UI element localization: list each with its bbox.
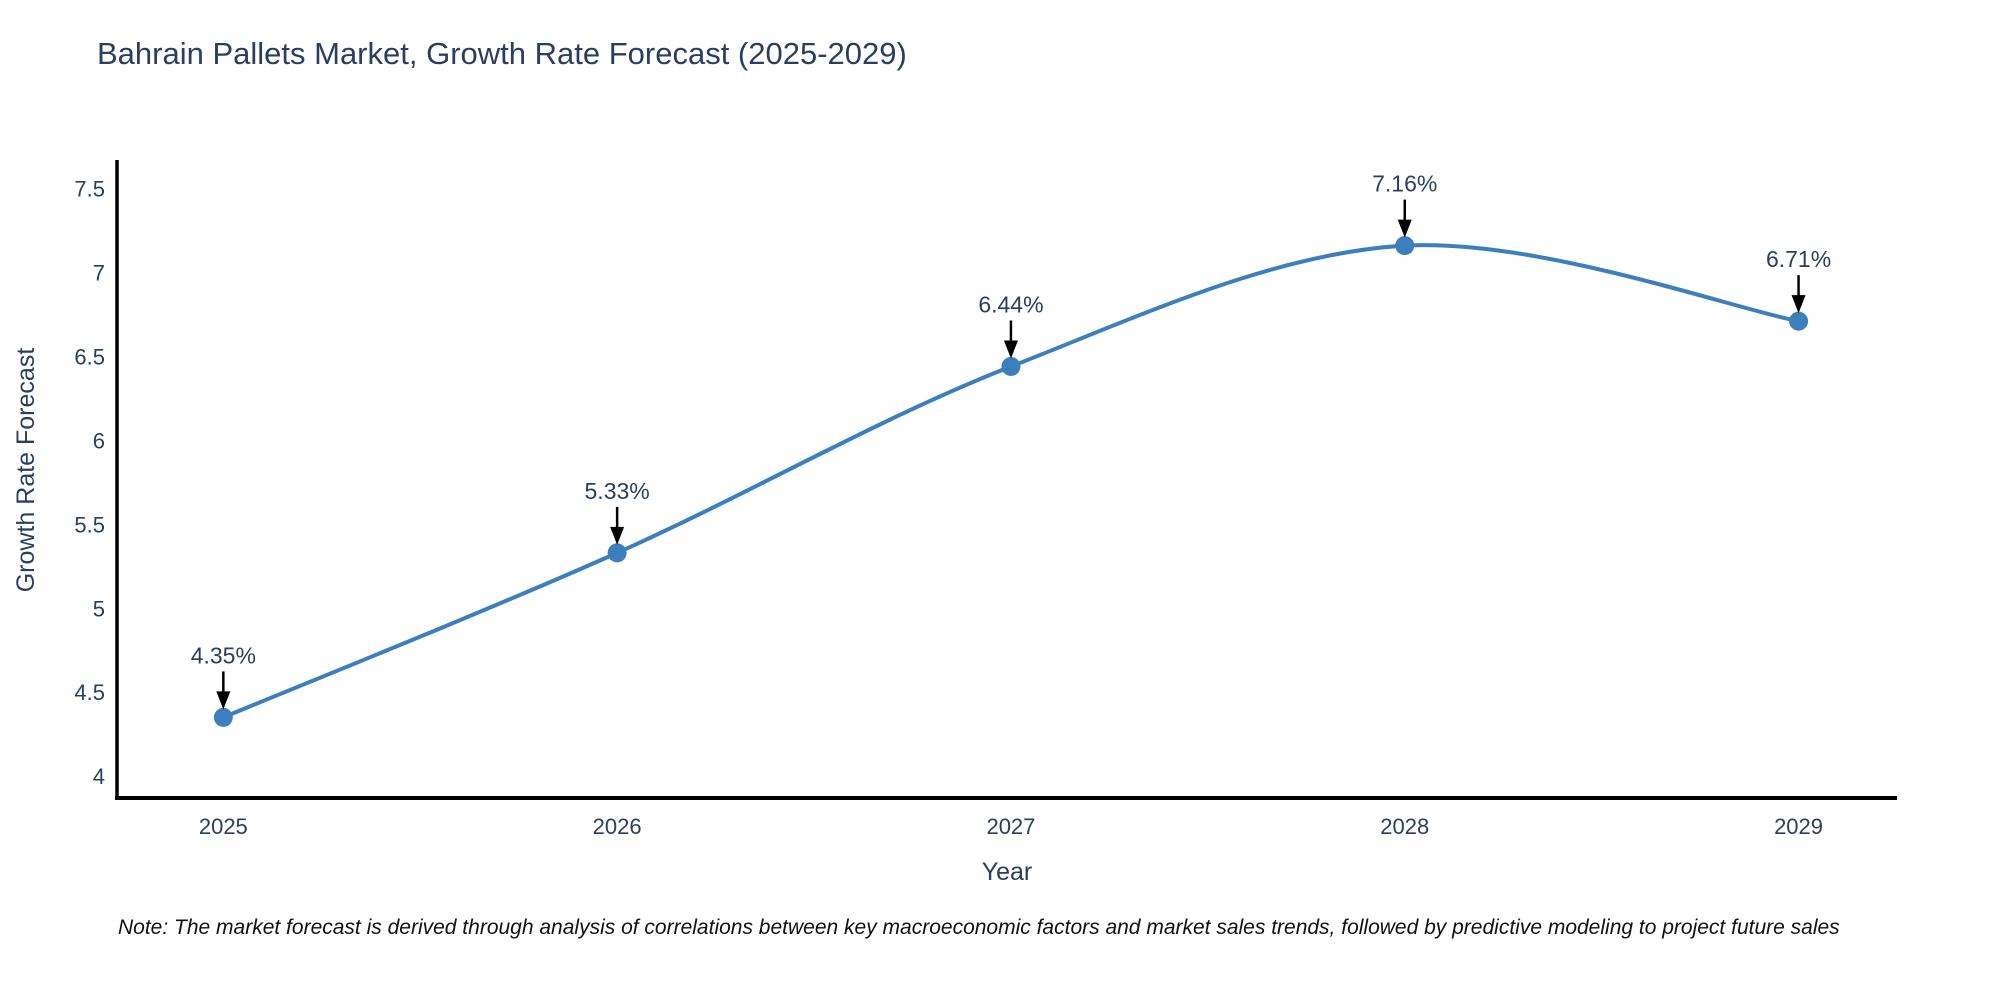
y-axis-ticks: 4 4.5 5 5.5 6 6.5 7 7.5 xyxy=(74,177,105,790)
data-label: 4.35% xyxy=(191,642,256,668)
y-tick-label: 5.5 xyxy=(74,512,105,537)
line-chart: 4 4.5 5 5.5 6 6.5 7 7.5 2025 2026 2027 2028 2029 Year… xyxy=(12,160,1897,886)
y-tick-label: 5 xyxy=(93,596,105,621)
y-tick-label: 4.5 xyxy=(74,680,105,705)
annotation-arrowhead xyxy=(610,526,625,545)
annotations: 4.35% 5.33% 6.44% 7.16% 6.71% xyxy=(191,171,1831,710)
x-tick-label: 2026 xyxy=(593,814,642,839)
x-axis-title: Year xyxy=(982,858,1033,886)
annotation: 5.33% xyxy=(585,478,650,545)
annotation: 7.16% xyxy=(1372,171,1437,238)
footnote: Note: The market forecast is derived thr… xyxy=(118,916,1840,939)
x-tick-label: 2027 xyxy=(986,814,1035,839)
data-point-marker xyxy=(1001,357,1021,377)
y-tick-label: 7 xyxy=(93,260,105,285)
annotation-arrowhead xyxy=(1791,295,1806,314)
annotation: 6.44% xyxy=(978,292,1044,359)
axes xyxy=(115,160,1897,800)
data-point-marker xyxy=(1395,236,1415,256)
annotation: 4.35% xyxy=(191,642,256,710)
data-label: 5.33% xyxy=(585,478,650,504)
y-tick-label: 6.5 xyxy=(74,344,105,369)
annotation-arrowhead xyxy=(1397,219,1412,238)
data-label: 7.16% xyxy=(1372,171,1437,197)
x-tick-label: 2029 xyxy=(1774,814,1823,839)
chart-title: Bahrain Pallets Market, Growth Rate Fore… xyxy=(97,36,907,71)
y-tick-label: 6 xyxy=(93,428,105,453)
data-label: 6.71% xyxy=(1766,246,1831,272)
x-tick-label: 2028 xyxy=(1380,814,1429,839)
y-tick-label: 7.5 xyxy=(74,177,105,202)
data-point-markers xyxy=(213,236,1809,727)
annotation-arrowhead xyxy=(1003,340,1018,359)
data-point-marker xyxy=(213,707,233,727)
data-label: 6.44% xyxy=(978,292,1043,318)
annotation-arrowhead xyxy=(216,691,231,710)
data-point-marker xyxy=(607,543,627,563)
x-axis-ticks: 2025 2026 2027 2028 2029 xyxy=(199,814,1823,839)
data-point-marker xyxy=(1789,311,1809,331)
annotation: 6.71% xyxy=(1766,246,1831,314)
y-tick-label: 4 xyxy=(93,764,105,789)
x-tick-label: 2025 xyxy=(199,814,248,839)
y-axis-title: Growth Rate Forecast xyxy=(12,348,40,593)
